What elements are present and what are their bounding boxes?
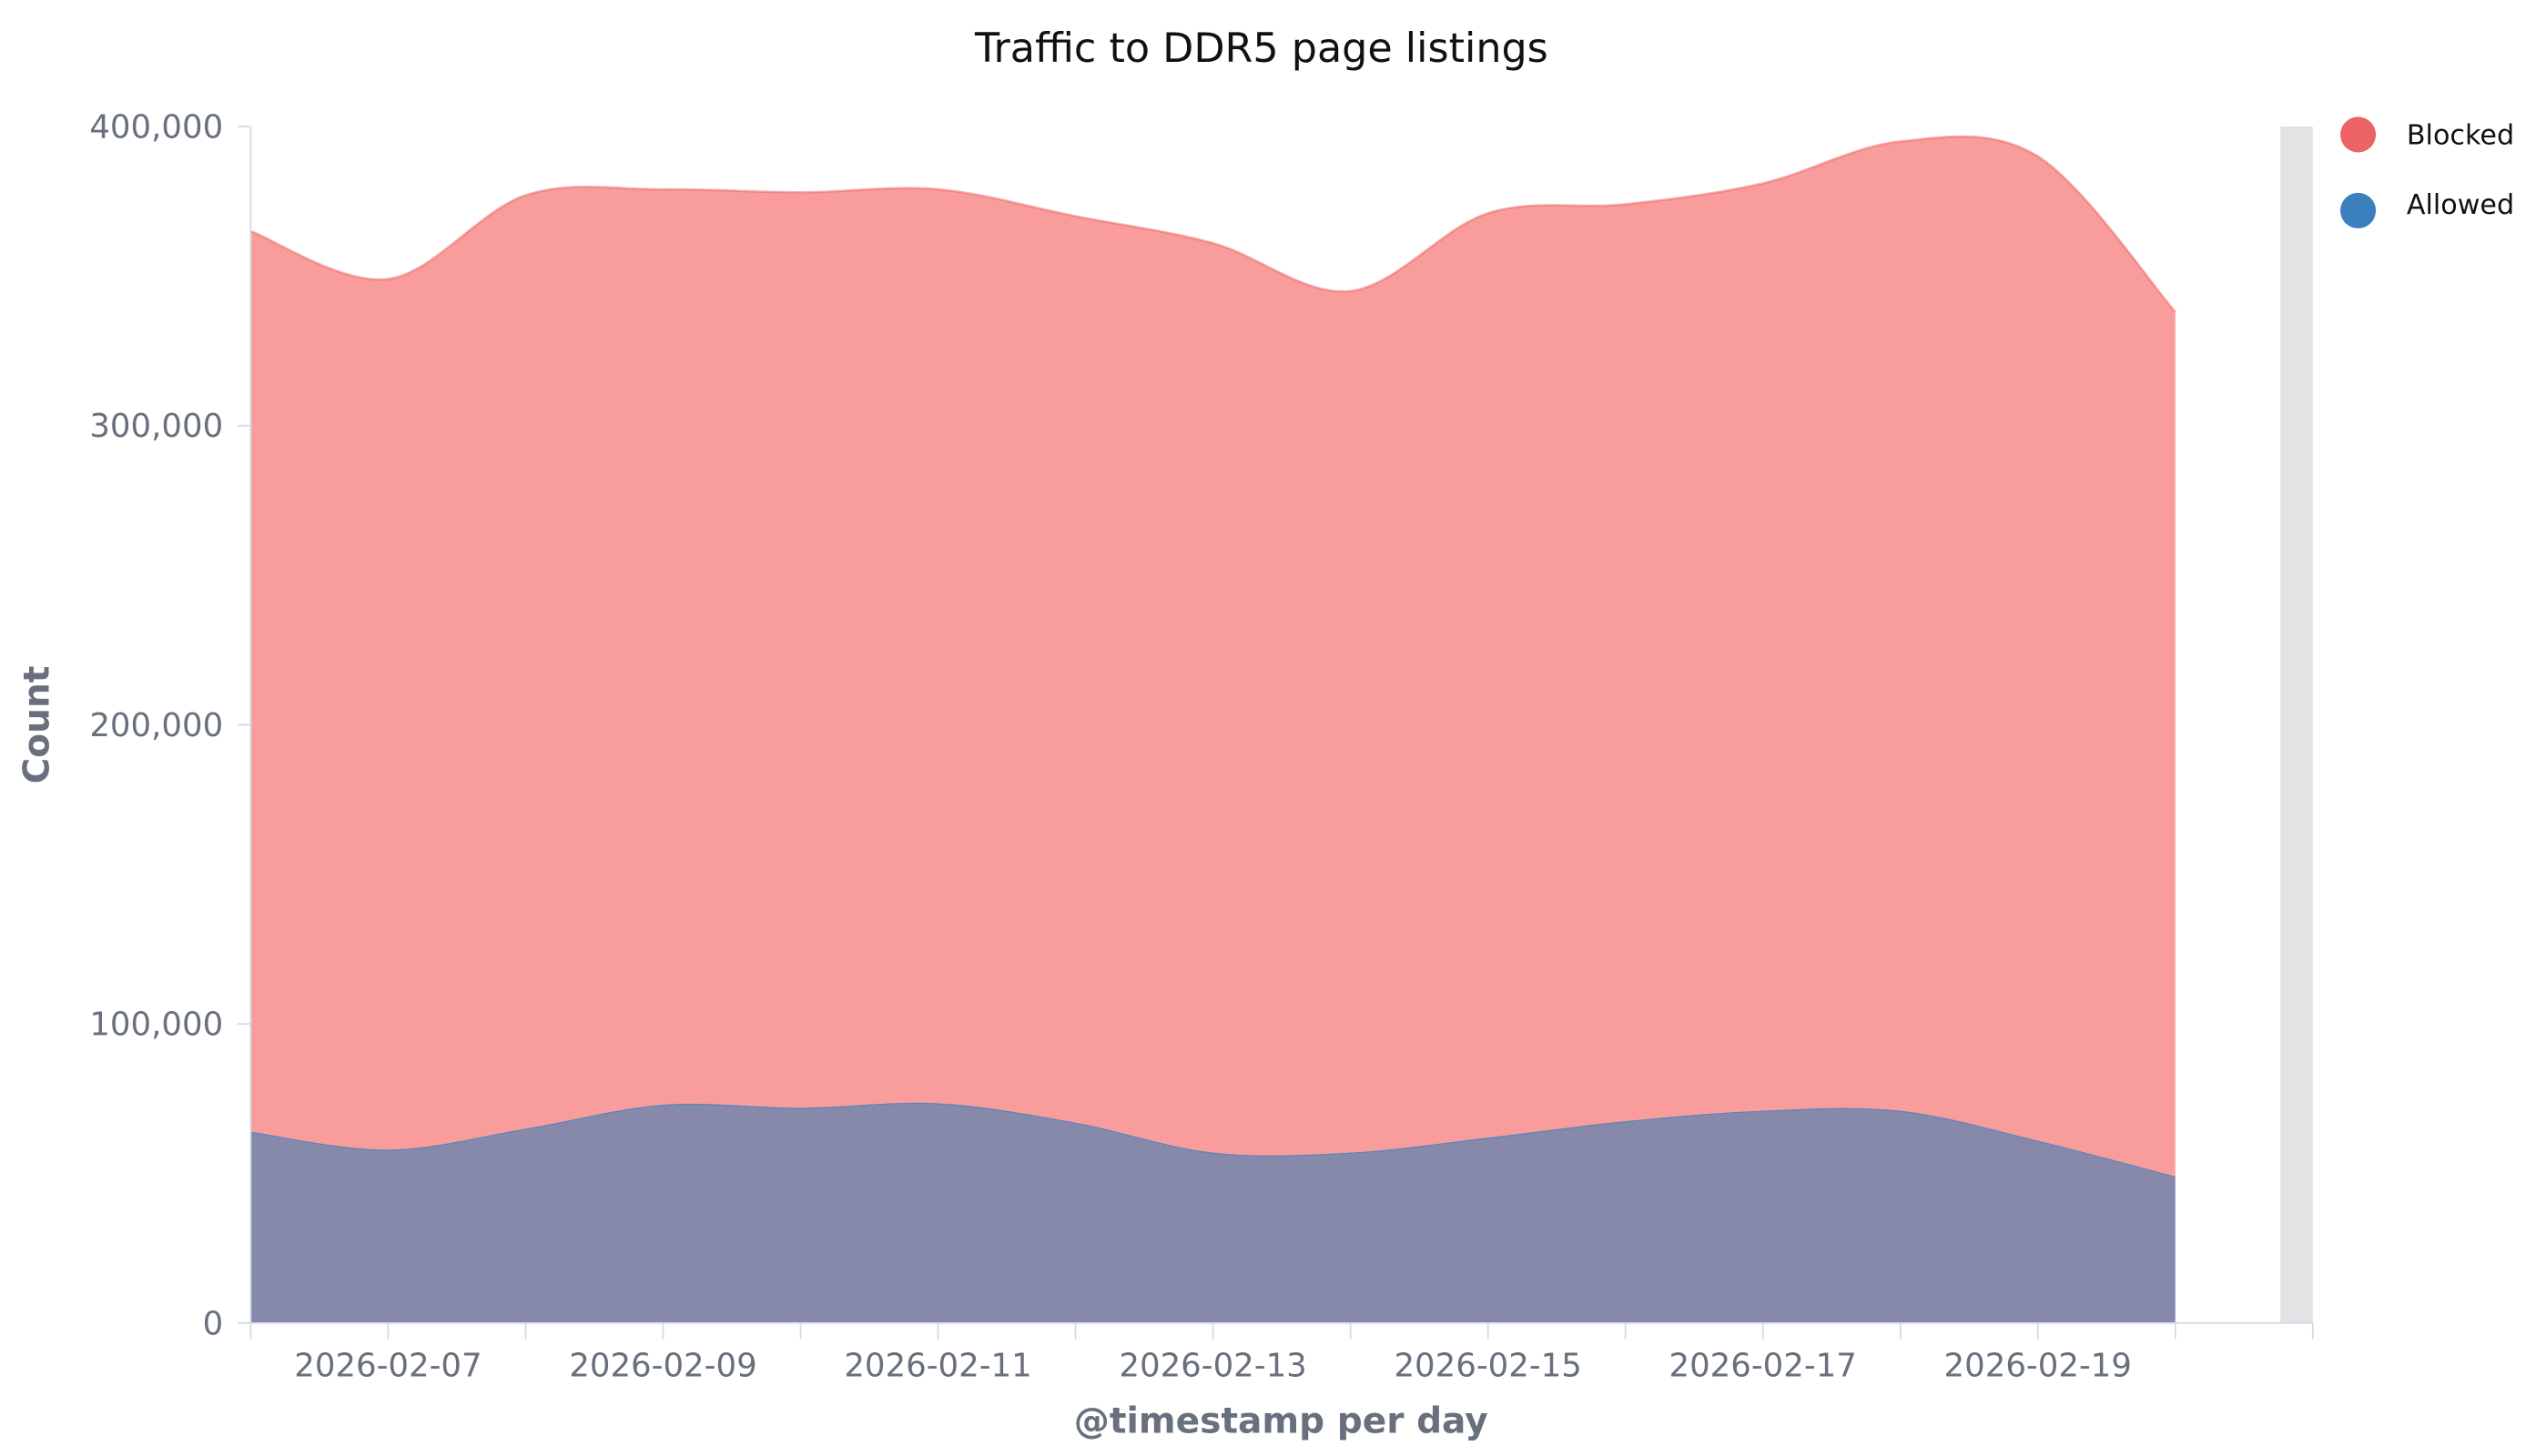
- line-blocked: [249, 135, 2176, 313]
- x-tick-label: 2026-02-19: [1944, 1347, 2132, 1384]
- plot-areas: [249, 135, 2176, 1323]
- y-ticks: 0 100,000 200,000 300,000 400,000: [89, 108, 251, 1342]
- y-tick-label: 0: [203, 1305, 224, 1342]
- legend: Blocked Allowed: [2340, 116, 2514, 228]
- scrollbar-track[interactable]: [2280, 126, 2313, 1323]
- y-tick-label: 100,000: [89, 1006, 223, 1044]
- legend-item-blocked[interactable]: Blocked: [2340, 116, 2514, 153]
- y-tick-label: 400,000: [89, 108, 223, 146]
- x-tick-label: 2026-02-07: [294, 1347, 482, 1384]
- x-tick-label: 2026-02-09: [569, 1347, 756, 1384]
- y-axis-title: Count: [16, 666, 57, 784]
- x-tick-label: 2026-02-15: [1394, 1347, 1581, 1384]
- area-allowed: [250, 1102, 2176, 1323]
- area-blocked: [250, 136, 2176, 1177]
- legend-swatch-blocked: [2340, 116, 2377, 153]
- x-ticks: 2026-02-07 2026-02-09 2026-02-11 2026-02-13…: [249, 1322, 2314, 1384]
- chart-title: Traffic to DDR5 page listings: [974, 25, 1548, 72]
- x-tick-label: 2026-02-11: [844, 1347, 1031, 1384]
- x-axis-title: @timestamp per day: [1074, 1401, 1488, 1442]
- y-tick-label: 300,000: [89, 408, 223, 445]
- legend-label-allowed: Allowed: [2407, 189, 2514, 221]
- x-tick-label: 2026-02-13: [1119, 1347, 1306, 1384]
- legend-item-allowed[interactable]: Allowed: [2340, 189, 2514, 228]
- legend-swatch-allowed: [2340, 192, 2377, 228]
- x-tick-label: 2026-02-17: [1669, 1347, 1856, 1384]
- y-tick-label: 200,000: [89, 707, 223, 744]
- legend-label-blocked: Blocked: [2407, 120, 2514, 152]
